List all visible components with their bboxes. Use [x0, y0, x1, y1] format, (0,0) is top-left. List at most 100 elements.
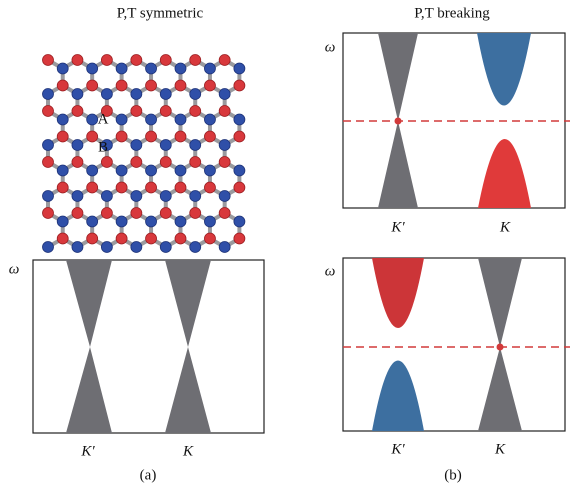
- k-label: K: [182, 443, 194, 459]
- dirac-point: [497, 344, 504, 351]
- atom: [234, 216, 245, 227]
- atom: [131, 242, 142, 253]
- k-label: K′: [390, 219, 405, 235]
- atom: [190, 191, 201, 202]
- atom: [57, 216, 68, 227]
- atom: [146, 131, 157, 142]
- atom: [101, 55, 112, 66]
- atom: [219, 157, 230, 168]
- atom: [146, 80, 157, 91]
- atom: [175, 114, 186, 125]
- axis-label: ω: [325, 263, 336, 279]
- atom: [72, 191, 83, 202]
- atom: [160, 191, 171, 202]
- band-box: [33, 260, 264, 433]
- atom: [43, 242, 54, 253]
- atom: [43, 89, 54, 100]
- atom: [219, 242, 230, 253]
- atom: [146, 63, 157, 74]
- atom: [234, 182, 245, 193]
- atom: [57, 80, 68, 91]
- caption: (a): [140, 467, 157, 483]
- atom: [116, 114, 127, 125]
- atom: [175, 165, 186, 176]
- atom: [175, 182, 186, 193]
- atom: [175, 80, 186, 91]
- atom: [146, 182, 157, 193]
- lower-band: [478, 139, 531, 208]
- atom: [72, 55, 83, 66]
- atom: [72, 208, 83, 219]
- atom: [175, 131, 186, 142]
- atom: [72, 157, 83, 168]
- atom: [116, 233, 127, 244]
- atom: [204, 114, 215, 125]
- atom: [175, 216, 186, 227]
- upper-band: [477, 33, 531, 106]
- atom: [43, 191, 54, 202]
- atom: [43, 157, 54, 168]
- atom: [190, 208, 201, 219]
- atom: [204, 80, 215, 91]
- atom: [160, 55, 171, 66]
- atom: [43, 140, 54, 151]
- axis-label: ω: [9, 261, 20, 277]
- atom: [146, 165, 157, 176]
- atom: [101, 208, 112, 219]
- atom: [204, 233, 215, 244]
- atom: [72, 242, 83, 253]
- atom: [160, 157, 171, 168]
- atom: [234, 63, 245, 74]
- atom: [116, 131, 127, 142]
- atom: [116, 216, 127, 227]
- atom: [175, 63, 186, 74]
- panel-title: P,T symmetric: [117, 5, 204, 21]
- k-label: K′: [390, 441, 405, 457]
- atom: [190, 242, 201, 253]
- atom: [190, 89, 201, 100]
- atom: [160, 140, 171, 151]
- atom: [160, 242, 171, 253]
- atom: [43, 55, 54, 66]
- axis-label: ω: [325, 39, 336, 55]
- atom: [204, 216, 215, 227]
- atom: [116, 182, 127, 193]
- atom: [101, 242, 112, 253]
- atom: [57, 114, 68, 125]
- atom: [87, 63, 98, 74]
- atom: [219, 191, 230, 202]
- atom: [101, 89, 112, 100]
- atom: [234, 165, 245, 176]
- panel-title: P,T breaking: [414, 5, 490, 21]
- atom: [57, 63, 68, 74]
- atom: [234, 233, 245, 244]
- dirac-cone: [66, 260, 112, 433]
- atom: [87, 80, 98, 91]
- atom: [87, 182, 98, 193]
- atom: [190, 55, 201, 66]
- atom: [72, 89, 83, 100]
- atom: [101, 157, 112, 168]
- atom: [160, 208, 171, 219]
- atom: [57, 165, 68, 176]
- atom: [116, 165, 127, 176]
- atom: [160, 89, 171, 100]
- atom: [87, 131, 98, 142]
- atom: [87, 165, 98, 176]
- atom: [131, 157, 142, 168]
- atom: [190, 106, 201, 117]
- atom: [131, 106, 142, 117]
- honeycomb-lattice: [43, 55, 245, 253]
- atom: [219, 89, 230, 100]
- atom-label: A: [98, 111, 109, 127]
- atom: [234, 131, 245, 142]
- atom: [175, 233, 186, 244]
- atom: [204, 131, 215, 142]
- atom: [116, 63, 127, 74]
- atom-label: B: [98, 139, 108, 155]
- atom: [57, 131, 68, 142]
- atom: [131, 55, 142, 66]
- k-label: K: [494, 441, 506, 457]
- atom: [87, 216, 98, 227]
- dirac-point: [395, 118, 402, 125]
